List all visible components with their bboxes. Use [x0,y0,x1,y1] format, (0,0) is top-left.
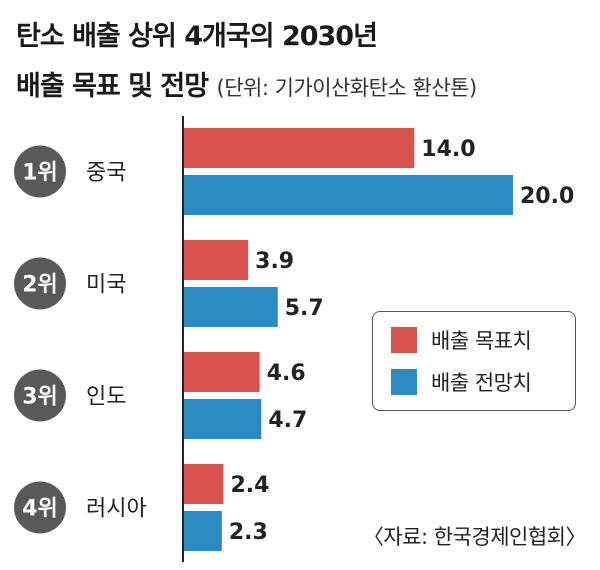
bar-forecast [184,399,262,439]
rank-badge-1 [14,145,66,198]
bar-forecast [184,175,513,215]
chart-title-line1: 탄소 배출 상위 4개국의 2030년 [16,21,378,52]
bar-target [184,464,224,504]
data-label: 4.6 [267,361,306,386]
rank-label: 4위 [22,497,58,522]
data-label: 4.7 [268,408,307,433]
category-label: 러시아 [86,497,147,522]
source-note: 〈자료: 한국경제인협회〉 [362,525,587,549]
bar-target [184,240,249,280]
data-label: 14.0 [421,137,475,162]
data-label: 2.3 [229,520,268,545]
data-label: 3.9 [255,249,294,274]
legend-item-forecast: 배출 전망치 [391,367,532,397]
unit-label: (단위: 기가이산화탄소 환산톤) [216,76,478,100]
bar-target [184,352,260,392]
legend-item-target: 배출 목표치 [391,325,532,355]
chart-title-line2-text: 배출 목표 및 전망 [16,71,209,102]
legend-swatch-forecast [391,369,417,395]
bar-forecast [184,287,278,327]
bar-forecast [184,511,222,551]
rank-badge-2 [14,257,66,310]
rank-label: 1위 [22,161,58,186]
category-label: 미국 [86,273,126,298]
legend-swatch-target [391,327,417,353]
legend: 배출 목표치 배출 전망치 [372,311,576,411]
rank-badge-3 [14,369,66,422]
chart-title-line2: 배출 목표 및 전망 (단위: 기가이산화탄소 환산톤) [16,64,477,103]
legend-label-target: 배출 목표치 [431,329,532,353]
category-label: 인도 [86,385,126,410]
category-label: 중국 [86,161,126,186]
rank-label: 3위 [22,385,58,410]
data-label: 5.7 [285,296,324,321]
legend-label-forecast: 배출 전망치 [431,371,532,395]
rank-badge-4 [14,481,66,534]
data-label: 20.0 [520,184,574,209]
data-label: 2.4 [230,473,269,498]
bar-target [184,128,415,168]
rank-label: 2위 [22,273,58,298]
